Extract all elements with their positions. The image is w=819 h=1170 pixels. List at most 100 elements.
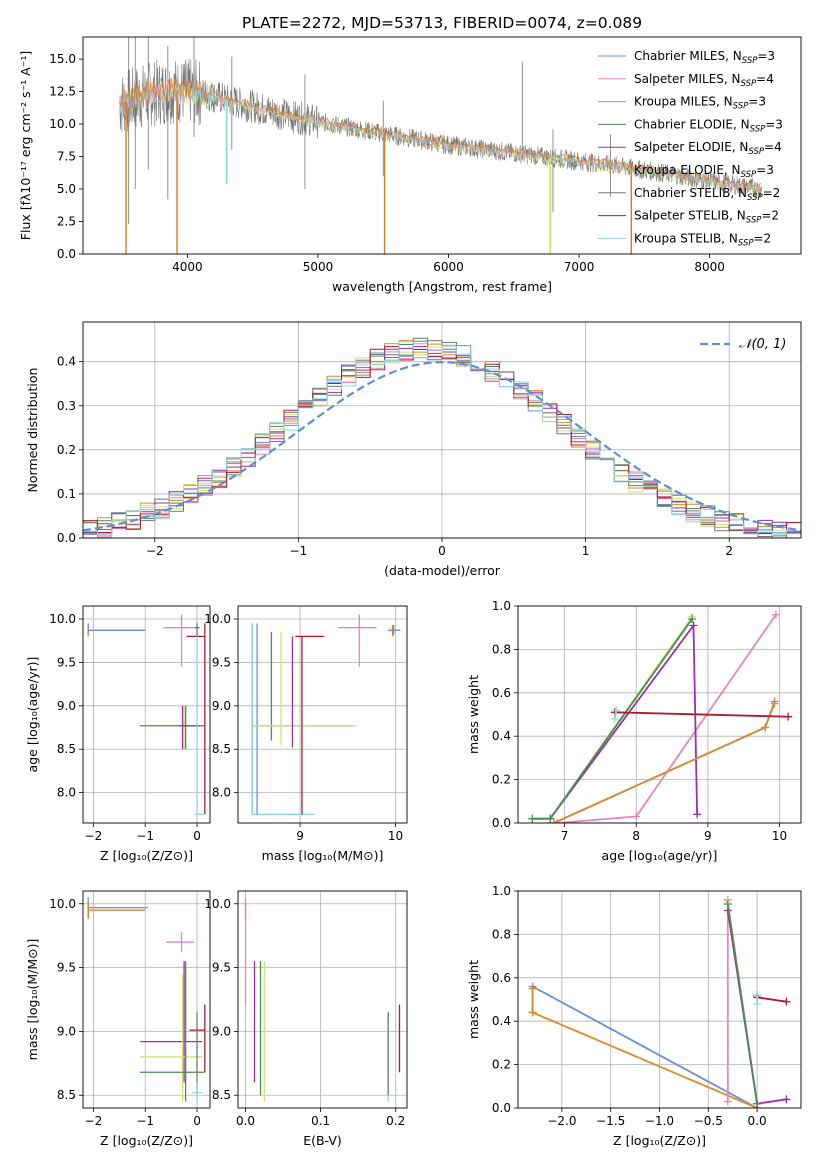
data-point [553, 819, 562, 823]
y-axis-label: mass weight [466, 960, 481, 1039]
data-point [753, 1099, 762, 1108]
x-tick-label: 8 [632, 829, 640, 843]
data-point [632, 812, 641, 821]
histogram-series [83, 346, 801, 538]
y-tick-label: 0.1 [57, 487, 76, 501]
model-spectrum [119, 78, 762, 192]
y-tick-label: 8.5 [57, 1088, 76, 1102]
x-axis-label: age [log₁₀(age/yr)] [602, 848, 718, 863]
data-point [528, 814, 537, 823]
x-tick-label: 10 [388, 829, 403, 843]
x-axis-label: Z [log₁₀(Z/Z⊙)] [100, 1133, 193, 1148]
y-tick-label: 10.0 [49, 117, 76, 131]
data-point [549, 819, 558, 823]
legend-label: Kroupa STELIB, NSSP=2 [634, 231, 771, 248]
series-lines [528, 610, 793, 823]
x-tick-label: 0 [193, 1114, 201, 1128]
y-tick-label: 10.0 [49, 897, 76, 911]
legend-label: Salpeter ELODIE, NSSP=4 [634, 140, 782, 157]
data-point [610, 714, 619, 723]
x-tick-label: 5000 [303, 260, 334, 274]
x-axis-label: (data-model)/error [384, 563, 501, 578]
axes-frame [517, 890, 802, 1109]
x-tick-label: 7000 [564, 260, 595, 274]
y-tick-label: 9.0 [212, 699, 231, 713]
y-tick-label: 0.8 [492, 642, 511, 656]
legend-label: Chabrier STELIB, NSSP=2 [634, 186, 780, 203]
histogram-series [83, 346, 801, 534]
series-line [553, 703, 776, 823]
series-line [756, 995, 787, 1003]
normal-curve [83, 360, 799, 532]
y-tick-label: 9.0 [212, 1024, 231, 1038]
x-tick-label: 1 [582, 544, 590, 558]
series-line [531, 984, 758, 1108]
series-line [726, 903, 758, 1104]
y-axis-label: Flux [fλ10⁻¹⁷ erg cm⁻² s⁻¹ A⁻¹] [18, 51, 33, 240]
data-point [693, 810, 702, 819]
x-tick-label: 7 [561, 829, 569, 843]
data-point [723, 900, 732, 909]
y-axis-label: Normed distribution [25, 368, 40, 493]
y-tick-label: 0.0 [492, 1101, 511, 1115]
y-tick-label: 9.5 [57, 655, 76, 669]
y-tick-label: 1.0 [492, 599, 511, 613]
y-tick-label: 7.5 [57, 150, 76, 164]
x-tick-label: 6000 [433, 260, 464, 274]
histogram-series [83, 340, 801, 538]
x-tick-label: −1.5 [596, 1114, 625, 1128]
y-tick-label: 9.5 [57, 961, 76, 975]
y-tick-label: 0.4 [492, 729, 511, 743]
x-tick-label: 0 [438, 544, 446, 558]
x-axis-label: mass [log₁₀(M/M⊙)] [262, 848, 384, 863]
y-tick-label: 0.0 [57, 247, 76, 261]
legend-label: Chabrier ELODIE, NSSP=3 [634, 117, 783, 134]
x-tick-label: 9 [704, 829, 712, 843]
y-tick-label: 8.5 [212, 1088, 231, 1102]
x-tick-label: 8000 [694, 260, 725, 274]
error-crosses [87, 614, 206, 815]
x-axis-label: Z [log₁₀(Z/Z⊙)] [100, 848, 193, 863]
x-tick-label: 2 [725, 544, 733, 558]
y-tick-label: 8.0 [212, 786, 231, 800]
x-tick-label: 0.0 [236, 1114, 255, 1128]
y-axis-label: mass [log₁₀(M/M⊙)] [25, 939, 40, 1061]
y-tick-label: 10.0 [49, 612, 76, 626]
y-axis-label: age [log₁₀(age/yr)] [25, 657, 40, 773]
axes-frame [82, 605, 211, 824]
x-tick-label: −1 [290, 544, 308, 558]
y-tick-label: 9.5 [212, 655, 231, 669]
data-point [753, 999, 762, 1008]
spectrum-axes: 4000 5000 6000 7000 8000 0.0 2.5 5.0 7.5 10.0 12.5… [49, 52, 725, 274]
legend-label: Salpeter MILES, NSSP=4 [634, 72, 774, 89]
spectrum-traces [119, 37, 763, 254]
x-tick-label: 0.1 [311, 1114, 330, 1128]
y-tick-label: 0.6 [492, 686, 511, 700]
y-tick-label: 0.8 [492, 927, 511, 941]
x-tick-label: 0.2 [386, 1114, 405, 1128]
y-tick-label: 2.5 [57, 215, 76, 229]
axes-frame [237, 605, 408, 824]
y-tick-label: 9.5 [212, 961, 231, 975]
axes-frame [517, 605, 802, 824]
massweight_vs_age-axes: 7 8 9 10 0.0 0.2 0.4 0.6 0.8 1.0 [492, 599, 801, 843]
series-line [532, 616, 693, 820]
histogram-steps [83, 337, 801, 538]
legend-label: 𝒩(0, 1) [739, 337, 786, 352]
x-tick-label: −1 [136, 829, 154, 843]
data-point [528, 984, 537, 993]
age_vs_mass-axes: 9 10 8.0 8.5 9.0 9.5 10.0 [204, 606, 407, 843]
y-tick-label: 5.0 [57, 182, 76, 196]
x-tick-label: −0.5 [694, 1114, 723, 1128]
series-line [553, 701, 776, 823]
legend-label: Salpeter STELIB, NSSP=2 [634, 209, 779, 226]
x-tick-label: −2 [146, 544, 164, 558]
axes-frame [82, 321, 802, 539]
x-axis-label: E(B-V) [303, 1133, 342, 1148]
x-tick-label: 0.0 [748, 1114, 767, 1128]
axes-frame [82, 36, 802, 255]
error-crosses [87, 897, 206, 1102]
data-point [753, 991, 762, 1000]
data-point [612, 706, 621, 715]
